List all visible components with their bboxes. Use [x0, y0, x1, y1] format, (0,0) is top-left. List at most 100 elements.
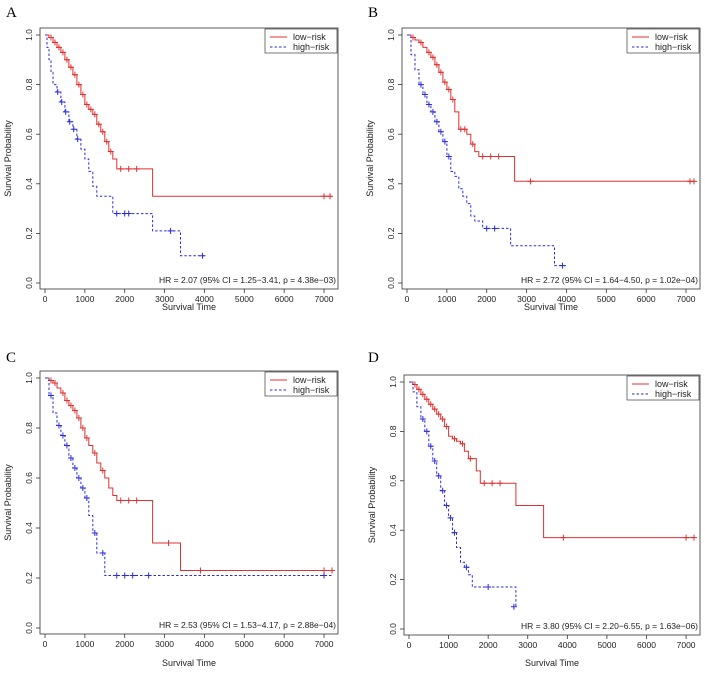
x-tick-label: 6000: [637, 640, 656, 650]
high-risk-censor-mark: [58, 98, 65, 105]
hr-annotation: HR = 2.72 (95% CI = 1.64−4.50, p = 1.02e…: [521, 275, 698, 285]
high-risk-censor-mark: [443, 502, 450, 509]
legend-box: [626, 28, 700, 54]
x-tick-label: 0: [43, 294, 48, 304]
low-risk-censor-mark: [99, 128, 106, 135]
high-risk-censor-mark: [451, 529, 458, 536]
x-tick-label: 0: [407, 640, 412, 650]
x-axis-title: Survival Time: [524, 302, 578, 312]
high-risk-censor-mark: [431, 458, 438, 465]
high-risk-censor-mark: [59, 432, 66, 439]
low-risk-censor-mark: [99, 467, 106, 474]
y-axis-title: Survival Probability: [3, 120, 13, 197]
x-tick-label: 1000: [437, 294, 456, 304]
low-risk-censor-mark: [461, 126, 468, 133]
low-risk-censor-mark: [91, 111, 98, 118]
panel-d: D 0 1000 2000 3000 4000 5000 6000 7000 0.0 0.2 0.4…: [367, 350, 701, 668]
y-tick-label: 0.2: [24, 572, 34, 584]
low-risk-censor-mark: [71, 71, 78, 78]
y-tick-label: 0.6: [24, 128, 34, 140]
x-axis-title: Survival Time: [162, 302, 216, 312]
x-tick-label: 2000: [115, 294, 134, 304]
high-risk-censor-mark: [125, 210, 132, 217]
high-risk-censor-mark: [145, 572, 152, 579]
x-tick-label: 0: [405, 294, 410, 304]
x-tick-label: 4000: [558, 640, 577, 650]
x-tick-label: 6000: [275, 294, 294, 304]
low-risk-censor-mark: [63, 397, 70, 404]
low-risk-censor-mark: [165, 540, 172, 546]
y-tick-label: 0.0: [386, 277, 396, 289]
panel-b: B 0 1000 2000 3000 4000 5000 6000 7000 0.0 0.2 0.4…: [365, 5, 701, 312]
low-risk-censor-mark: [683, 534, 690, 541]
panel-label: B: [368, 5, 378, 21]
high-risk-censor-mark: [113, 210, 120, 217]
y-axis-title: Survival Probability: [367, 466, 377, 543]
high-risk-curve: [45, 34, 205, 257]
high-risk-censor-mark: [510, 603, 517, 610]
low-risk-curve: [45, 377, 332, 571]
low-risk-censor-mark: [125, 165, 132, 172]
panel-a: A 0 1000 2000 3000 4000 5000 6000 7000 0.0 0.2 0.4…: [3, 5, 339, 312]
legend-label-low-risk: low−risk: [655, 379, 688, 389]
low-risk-censor-mark: [75, 415, 82, 421]
low-risk-censor-mark: [425, 49, 432, 56]
low-risk-censor-mark: [441, 79, 448, 86]
y-tick-label: 0.8: [388, 425, 398, 437]
y-tick-label: 1.0: [24, 372, 34, 384]
legend-label-high-risk: high−risk: [655, 42, 692, 52]
y-tick-label: 0.4: [388, 524, 398, 536]
high-risk-censor-mark: [463, 564, 470, 571]
high-risk-censor-mark: [435, 472, 442, 479]
y-axis-title: Survival Probability: [365, 120, 375, 197]
low-risk-censor-mark: [103, 138, 110, 145]
y-tick-label: 0.2: [388, 573, 398, 585]
high-risk-censor-mark: [491, 225, 498, 232]
y-tick-label: 0.8: [24, 78, 34, 90]
low-risk-censor-mark: [435, 411, 442, 418]
high-risk-censor-mark: [79, 485, 86, 491]
low-risk-censor-mark: [71, 407, 78, 414]
high-risk-censor-mark: [83, 495, 90, 501]
legend-label-low-risk: low−risk: [655, 32, 688, 42]
x-tick-label: 2000: [115, 639, 134, 649]
high-risk-censor-mark: [433, 118, 440, 125]
high-risk-censor-mark: [199, 252, 206, 259]
high-risk-censor-mark: [447, 514, 454, 521]
hr-annotation: HR = 2.07 (95% CI = 1.25−3.41, p = 4.38e…: [159, 275, 336, 285]
low-risk-censor-mark: [83, 101, 90, 108]
high-risk-censor-mark: [167, 227, 174, 234]
plot-frame: [39, 27, 339, 290]
y-tick-label: 0.6: [386, 128, 396, 140]
x-tick-label: 7000: [315, 639, 334, 649]
low-risk-censor-mark: [51, 39, 58, 46]
low-risk-censor-mark: [117, 497, 124, 504]
x-tick-label: 6000: [275, 639, 294, 649]
y-tick-label: 1.0: [388, 376, 398, 388]
low-risk-censor-mark: [67, 64, 74, 71]
hr-annotation: HR = 3.80 (95% CI = 2.20−6.55, p = 1.63e…: [521, 621, 698, 631]
y-tick-label: 0.6: [388, 475, 398, 487]
low-risk-censor-mark: [443, 423, 450, 430]
high-risk-censor-mark: [70, 126, 77, 133]
x-tick-label: 4000: [195, 639, 214, 649]
legend-box: [626, 375, 700, 401]
low-risk-censor-mark: [51, 380, 58, 386]
x-tick-label: 0: [43, 639, 48, 649]
x-tick-label: 5000: [597, 640, 616, 650]
y-axis-title: Survival Probability: [3, 464, 13, 541]
y-tick-label: 0.6: [24, 472, 34, 484]
x-tick-label: 7000: [677, 294, 696, 304]
high-risk-censor-mark: [483, 225, 490, 232]
x-tick-label: 5000: [597, 294, 616, 304]
low-risk-censor-mark: [449, 96, 456, 103]
high-risk-censor-mark: [55, 422, 62, 429]
low-risk-censor-mark: [79, 425, 86, 431]
low-risk-censor-mark: [487, 153, 494, 160]
high-risk-censor-mark: [441, 138, 448, 145]
low-risk-censor-mark: [133, 497, 140, 504]
high-risk-censor-mark: [54, 89, 61, 96]
x-tick-label: 5000: [235, 639, 254, 649]
high-risk-censor-mark: [66, 118, 73, 125]
plot-frame: [401, 27, 701, 290]
